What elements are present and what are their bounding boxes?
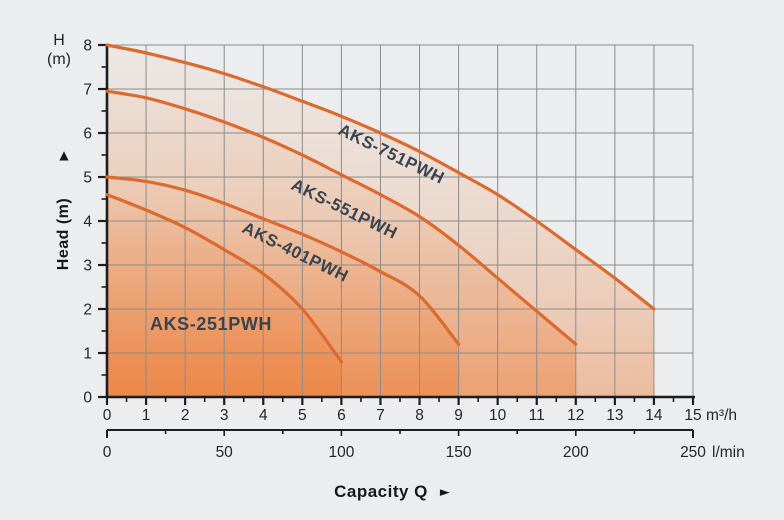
lmin-tick-label: 250	[680, 444, 706, 461]
x-tick-label: 1	[142, 407, 151, 424]
x-axis-title-row: Capacity Q ►	[0, 482, 784, 502]
lmin-tick-label: 150	[446, 444, 472, 461]
y-tick-label: 3	[83, 258, 92, 275]
x-tick-label: 5	[298, 407, 307, 424]
x-unit-m3h-label: m³/h	[706, 407, 737, 424]
curve-label-aks-251pwh: AKS-251PWH	[150, 314, 272, 334]
curve-AKS-251PWH	[105, 193, 343, 364]
y-tick-label: 0	[83, 390, 92, 407]
x-tick-label: 9	[454, 407, 463, 424]
grid-lines	[107, 44, 694, 397]
lmin-tick-label: 50	[216, 444, 234, 461]
y-tick-label: 6	[83, 126, 92, 143]
x-tick-label: 14	[645, 407, 663, 424]
x-tick-label: 10	[489, 407, 507, 424]
y-tick-label: 8	[83, 38, 92, 55]
y-axis-unit-line2: (m)	[47, 51, 71, 68]
x-tick-label: 4	[259, 407, 268, 424]
x-tick-label: 12	[567, 407, 584, 424]
x-tick-label: 0	[103, 407, 112, 424]
y-axis-unit: H (m)	[36, 31, 82, 69]
lmin-secondary-axis: 0 50 100 150 200 250	[103, 429, 706, 461]
x-tick-label: 7	[376, 407, 385, 424]
y-axis-title: Head (m)	[55, 197, 72, 271]
x-tick-label: 8	[415, 407, 424, 424]
head-axis-arrow-up-icon: ▲	[59, 148, 69, 162]
x-unit-lmin-label: l/min	[712, 444, 745, 461]
x-tick-label: 2	[181, 407, 190, 424]
lmin-tick-label: 200	[563, 444, 589, 461]
x-tick-label: 15	[684, 407, 701, 424]
x-tick-label: 11	[529, 407, 545, 424]
pump-curves	[105, 43, 656, 364]
capacity-arrow-right-icon: ►	[439, 484, 450, 500]
tick-marks	[98, 43, 695, 405]
curve-AKS-551PWH	[105, 89, 578, 346]
y-tick-label: 1	[83, 346, 92, 363]
x-tick-label: 13	[606, 407, 623, 424]
y-axis-unit-line1: H	[53, 32, 65, 49]
curve-AKS-401PWH	[105, 175, 461, 346]
y-tick-label: 7	[83, 82, 92, 99]
y-tick-label: 4	[83, 214, 92, 231]
curve-AKS-751PWH	[105, 43, 656, 311]
x-tick-label: 6	[337, 407, 346, 424]
x-tick-label: 3	[220, 407, 229, 424]
y-tick-label: 2	[83, 302, 92, 319]
lmin-tick-label: 0	[103, 444, 112, 461]
lmin-tick-label: 100	[328, 444, 354, 461]
y-tick-label: 5	[83, 170, 92, 187]
x-axis-title: Capacity Q	[334, 482, 428, 501]
